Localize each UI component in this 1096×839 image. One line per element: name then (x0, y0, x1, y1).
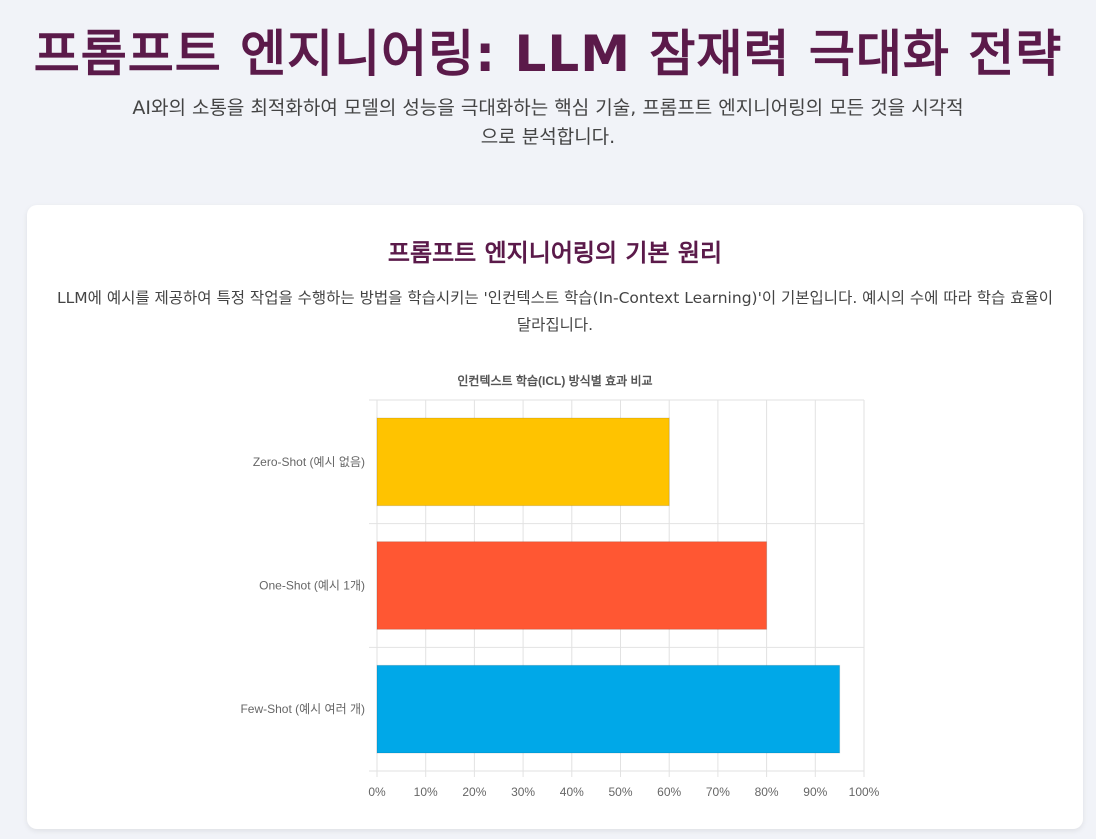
bar[interactable] (376, 417, 670, 507)
section-description: LLM에 예시를 제공하여 특정 작업을 수행하는 방법을 학습시키는 '인컨텍… (56, 289, 1054, 334)
icl-bar-chart: 인컨텍스트 학습(ICL) 방식별 효과 비교 0% 10% 20% 30% 40% 50… (240, 373, 880, 799)
bar[interactable] (376, 541, 768, 630)
x-tick-label: 30% (511, 785, 535, 799)
bar[interactable] (376, 664, 841, 754)
x-tick-label: 70% (706, 785, 730, 799)
x-tick-label: 60% (657, 785, 681, 799)
y-category-label: Zero-Shot (예시 없음) (253, 455, 365, 469)
x-tick-label: 90% (803, 785, 827, 799)
principles-card: 프롬프트 엔지니어링의 기본 원리 LLM에 예시를 제공하여 특정 작업을 수… (27, 205, 1083, 829)
page-subtitle: AI와의 소통을 최적화하여 모델의 성능을 극대화하는 핵심 기술, 프롬프트… (132, 97, 964, 148)
x-tick-label: 0% (368, 785, 386, 799)
chart-title: 인컨텍스트 학습(ICL) 방식별 효과 비교 (457, 373, 652, 388)
x-tick-label: 40% (560, 785, 584, 799)
x-tick-label: 50% (608, 785, 632, 799)
y-category-label: One-Shot (예시 1개) (259, 579, 365, 593)
y-category-label: Few-Shot (예시 여러 개) (240, 702, 365, 716)
x-tick-label: 100% (849, 785, 880, 799)
page-title: 프롬프트 엔지니어링: LLM 잠재력 극대화 전략 (33, 25, 1063, 83)
x-tick-label: 10% (414, 785, 438, 799)
x-tick-label: 20% (462, 785, 486, 799)
x-tick-label: 80% (755, 785, 779, 799)
section-title: 프롬프트 엔지니어링의 기본 원리 (387, 239, 723, 267)
